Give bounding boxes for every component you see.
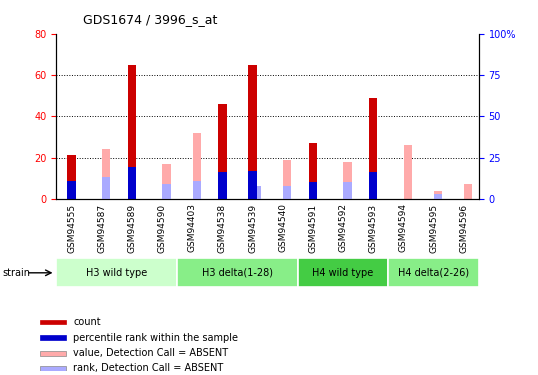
Text: GSM94590: GSM94590 <box>158 203 167 252</box>
Bar <box>162 184 171 199</box>
Bar <box>40 335 66 340</box>
Text: GSM94592: GSM94592 <box>338 203 348 252</box>
Bar <box>283 160 292 199</box>
Bar <box>369 98 378 199</box>
Text: GSM94595: GSM94595 <box>429 203 438 252</box>
Text: strain: strain <box>3 268 31 278</box>
Text: GSM94540: GSM94540 <box>278 203 287 252</box>
Bar <box>56 258 177 287</box>
Bar <box>298 258 388 287</box>
Bar <box>40 366 66 370</box>
Text: H3 delta(1-28): H3 delta(1-28) <box>202 268 273 278</box>
Bar <box>102 149 110 199</box>
Bar <box>369 172 378 199</box>
Text: GDS1674 / 3996_s_at: GDS1674 / 3996_s_at <box>83 13 218 26</box>
Bar <box>177 258 298 287</box>
Text: H4 delta(2-26): H4 delta(2-26) <box>398 268 469 278</box>
Bar <box>253 186 261 199</box>
Bar <box>162 164 171 199</box>
Bar <box>193 181 201 199</box>
Text: GSM94587: GSM94587 <box>97 203 106 252</box>
Bar <box>283 186 292 199</box>
Text: GSM94594: GSM94594 <box>399 203 408 252</box>
Bar <box>218 172 226 199</box>
Bar <box>464 184 472 199</box>
Bar <box>343 162 352 199</box>
Text: value, Detection Call = ABSENT: value, Detection Call = ABSENT <box>73 348 229 358</box>
Bar <box>67 155 76 199</box>
Text: GSM94593: GSM94593 <box>369 203 378 252</box>
Text: GSM94555: GSM94555 <box>67 203 76 252</box>
Bar <box>249 64 257 199</box>
Text: GSM94539: GSM94539 <box>248 203 257 252</box>
Bar <box>309 143 317 199</box>
Bar <box>67 181 76 199</box>
Bar <box>40 351 66 355</box>
Text: GSM94403: GSM94403 <box>188 203 197 252</box>
Bar <box>128 64 136 199</box>
Text: GSM94596: GSM94596 <box>459 203 468 252</box>
Bar <box>388 258 479 287</box>
Bar <box>218 104 226 199</box>
Bar <box>40 320 66 324</box>
Bar <box>193 133 201 199</box>
Text: GSM94589: GSM94589 <box>128 203 137 252</box>
Bar <box>343 182 352 199</box>
Bar <box>309 182 317 199</box>
Bar <box>404 145 412 199</box>
Text: H4 wild type: H4 wild type <box>313 268 374 278</box>
Bar <box>434 194 442 199</box>
Text: GSM94538: GSM94538 <box>218 203 227 252</box>
Bar <box>128 167 136 199</box>
Bar <box>102 177 110 199</box>
Bar <box>249 171 257 199</box>
Text: rank, Detection Call = ABSENT: rank, Detection Call = ABSENT <box>73 363 224 373</box>
Text: count: count <box>73 317 101 327</box>
Bar <box>434 190 442 199</box>
Text: GSM94591: GSM94591 <box>308 203 317 252</box>
Text: percentile rank within the sample: percentile rank within the sample <box>73 333 238 343</box>
Text: H3 wild type: H3 wild type <box>86 268 147 278</box>
